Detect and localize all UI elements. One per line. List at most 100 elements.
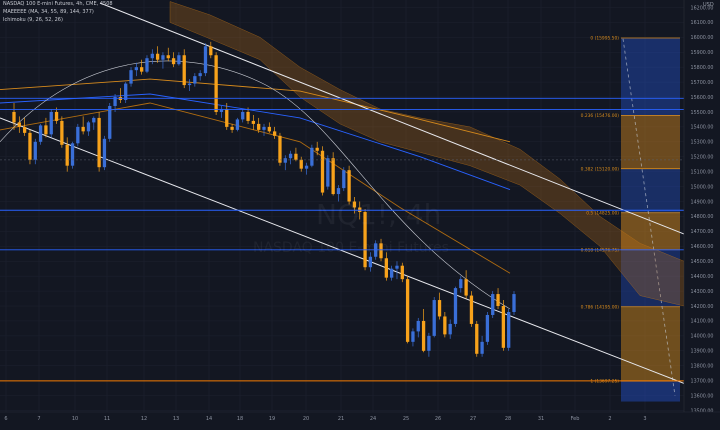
candle-body (491, 294, 495, 315)
candle-body (405, 279, 410, 342)
x-tick-label: 19 (269, 416, 275, 422)
candle-body (246, 111, 250, 121)
fib-level-label: 0 (15995.50) (590, 36, 619, 42)
fib-band (621, 249, 680, 307)
candle-body (113, 97, 117, 106)
fib-band (621, 381, 680, 402)
candle-body (299, 159, 303, 169)
x-tick-label: 26 (435, 416, 441, 422)
price-axis-bg (684, 0, 720, 425)
fib-level-label: 0.618 (14576.75) (581, 247, 620, 253)
y-tick-label: 14800.00 (691, 214, 714, 220)
candle-body (347, 170, 351, 202)
candle-body (496, 294, 500, 307)
candle-body (193, 76, 197, 84)
x-tick-label: 2 (608, 416, 611, 422)
candle-body (171, 58, 176, 65)
fib-band (621, 212, 680, 250)
candle-body (235, 119, 240, 130)
candle-body (108, 105, 112, 139)
candle-body (278, 135, 282, 163)
candle-body (198, 73, 202, 77)
candle-body (28, 132, 32, 160)
candle-body (38, 125, 43, 142)
y-tick-label: 15600.00 (691, 95, 714, 101)
candle-body (92, 117, 96, 123)
candle-body (400, 265, 404, 280)
candle-body (512, 294, 516, 312)
candle-body (363, 211, 367, 268)
candle-body (187, 83, 192, 86)
fib-level-label: 0.786 (14195.00) (581, 304, 620, 310)
ma-mid-line (0, 93, 511, 191)
candle-body (379, 243, 383, 259)
x-tick-label: 3 (643, 416, 646, 422)
watermark-symbol: NQ1!, 4h (316, 198, 442, 231)
candle-body (272, 131, 277, 136)
header-line-1[interactable]: NASDAQ 100 E-mini Futures, 4h, CME, 4508 (3, 1, 113, 7)
y-tick-label: 15000.00 (691, 184, 714, 190)
candle-body (288, 153, 293, 159)
y-tick-label: 13800.00 (691, 364, 714, 370)
candle-body (411, 331, 415, 342)
candle-body (443, 316, 447, 335)
y-tick-label: 14400.00 (691, 274, 714, 280)
x-tick-label: 28 (505, 416, 511, 422)
candle-body (453, 288, 458, 324)
candle-body (155, 53, 160, 60)
candle-body (140, 67, 144, 72)
fib-band (621, 168, 680, 213)
x-tick-label: 10 (72, 416, 78, 422)
x-tick-label: 11 (104, 416, 110, 422)
y-tick-label: 14300.00 (691, 289, 714, 295)
y-tick-label: 13500.00 (691, 408, 714, 414)
fib-level-label: 0.382 (15120.00) (581, 166, 620, 172)
x-tick-label: 21 (338, 416, 344, 422)
y-tick-label: 15200.00 (691, 155, 714, 161)
y-tick-label: 15800.00 (691, 65, 714, 71)
candle-body (257, 123, 261, 130)
candle-body (390, 268, 394, 278)
y-tick-label: 15900.00 (691, 50, 714, 56)
candle-body (86, 122, 91, 132)
candle-body (65, 144, 69, 166)
candle-body (76, 126, 80, 144)
y-tick-label: 16200.00 (691, 5, 714, 11)
candle-body (161, 55, 165, 60)
x-tick-label: 20 (303, 416, 309, 422)
candle-body (384, 258, 388, 278)
header-line-3[interactable]: Ichimoku (9, 26, 52, 26) (3, 17, 63, 23)
y-tick-label: 14900.00 (691, 199, 714, 205)
x-tick-label: 14 (206, 416, 212, 422)
candle-body (320, 150, 325, 193)
y-tick-label: 13600.00 (691, 393, 714, 399)
fib-band (621, 115, 680, 169)
candle-body (22, 126, 27, 133)
candle-body (416, 320, 420, 332)
y-tick-label: 13700.00 (691, 378, 714, 384)
x-tick-label: Feb (571, 416, 580, 422)
kijun-line (0, 60, 511, 310)
candle-body (326, 158, 330, 187)
candle-body (437, 300, 442, 317)
candle-body (475, 323, 479, 354)
candle-body (177, 55, 181, 65)
candle-body (97, 117, 101, 168)
candle-body (124, 83, 128, 101)
candle-body (166, 55, 170, 59)
y-tick-label: 15100.00 (691, 169, 714, 175)
x-tick-label: 6 (4, 416, 7, 422)
fib-level-label: 0.236 (15476.00) (581, 113, 620, 119)
fib-band (621, 37, 680, 116)
y-tick-label: 14000.00 (691, 334, 714, 340)
candle-body (102, 138, 107, 168)
candle-body (262, 126, 266, 130)
x-tick-label: 31 (538, 416, 544, 422)
y-tick-label: 15400.00 (691, 125, 714, 131)
x-tick-label: 24 (370, 416, 376, 422)
header-line-2[interactable]: MAEEEEE (MA, 34, 55, 89, 144, 377) (3, 9, 94, 15)
candle-body (33, 141, 37, 160)
ma-short-line (0, 102, 511, 274)
candle-body (469, 295, 474, 324)
